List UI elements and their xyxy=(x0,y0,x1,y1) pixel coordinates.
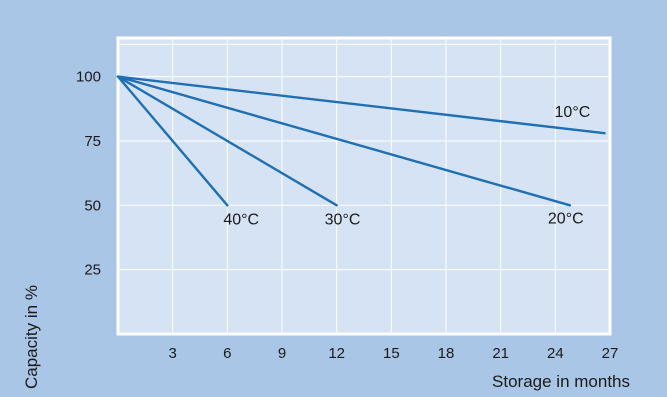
x-tick-label: 9 xyxy=(278,345,286,362)
x-tick-label: 27 xyxy=(602,345,619,362)
x-tick-label: 18 xyxy=(438,345,455,362)
tick-labels: 3 6 9 12 15 18 21 24 27 25 50 75 100 xyxy=(76,69,618,362)
series-line xyxy=(116,75,606,135)
x-tick-label: 24 xyxy=(547,345,564,362)
series-label: 20°C xyxy=(548,210,584,227)
y-axis-title: Capacity in % xyxy=(22,285,41,389)
x-tick-label: 3 xyxy=(168,345,176,362)
y-tick-label: 100 xyxy=(76,69,101,86)
series-label: 10°C xyxy=(555,104,591,121)
series-group: 10°C 20°C 30°C 40°C xyxy=(116,75,606,228)
y-tick-label: 75 xyxy=(84,133,101,150)
y-tick-label: 50 xyxy=(84,197,101,214)
plot-area xyxy=(118,38,610,334)
series-line xyxy=(116,75,338,207)
plot-frame xyxy=(116,36,612,336)
series-label: 40°C xyxy=(223,211,259,228)
x-tick-label: 21 xyxy=(492,345,509,362)
y-tick-label: 25 xyxy=(84,262,101,279)
series-line xyxy=(116,75,229,207)
x-tick-label: 15 xyxy=(383,345,400,362)
series-line xyxy=(116,75,572,207)
x-tick-label: 12 xyxy=(328,345,345,362)
x-axis-title: Storage in months xyxy=(492,372,630,391)
x-tick-label: 6 xyxy=(223,345,231,362)
series-label: 30°C xyxy=(325,211,361,228)
grid xyxy=(118,38,610,334)
